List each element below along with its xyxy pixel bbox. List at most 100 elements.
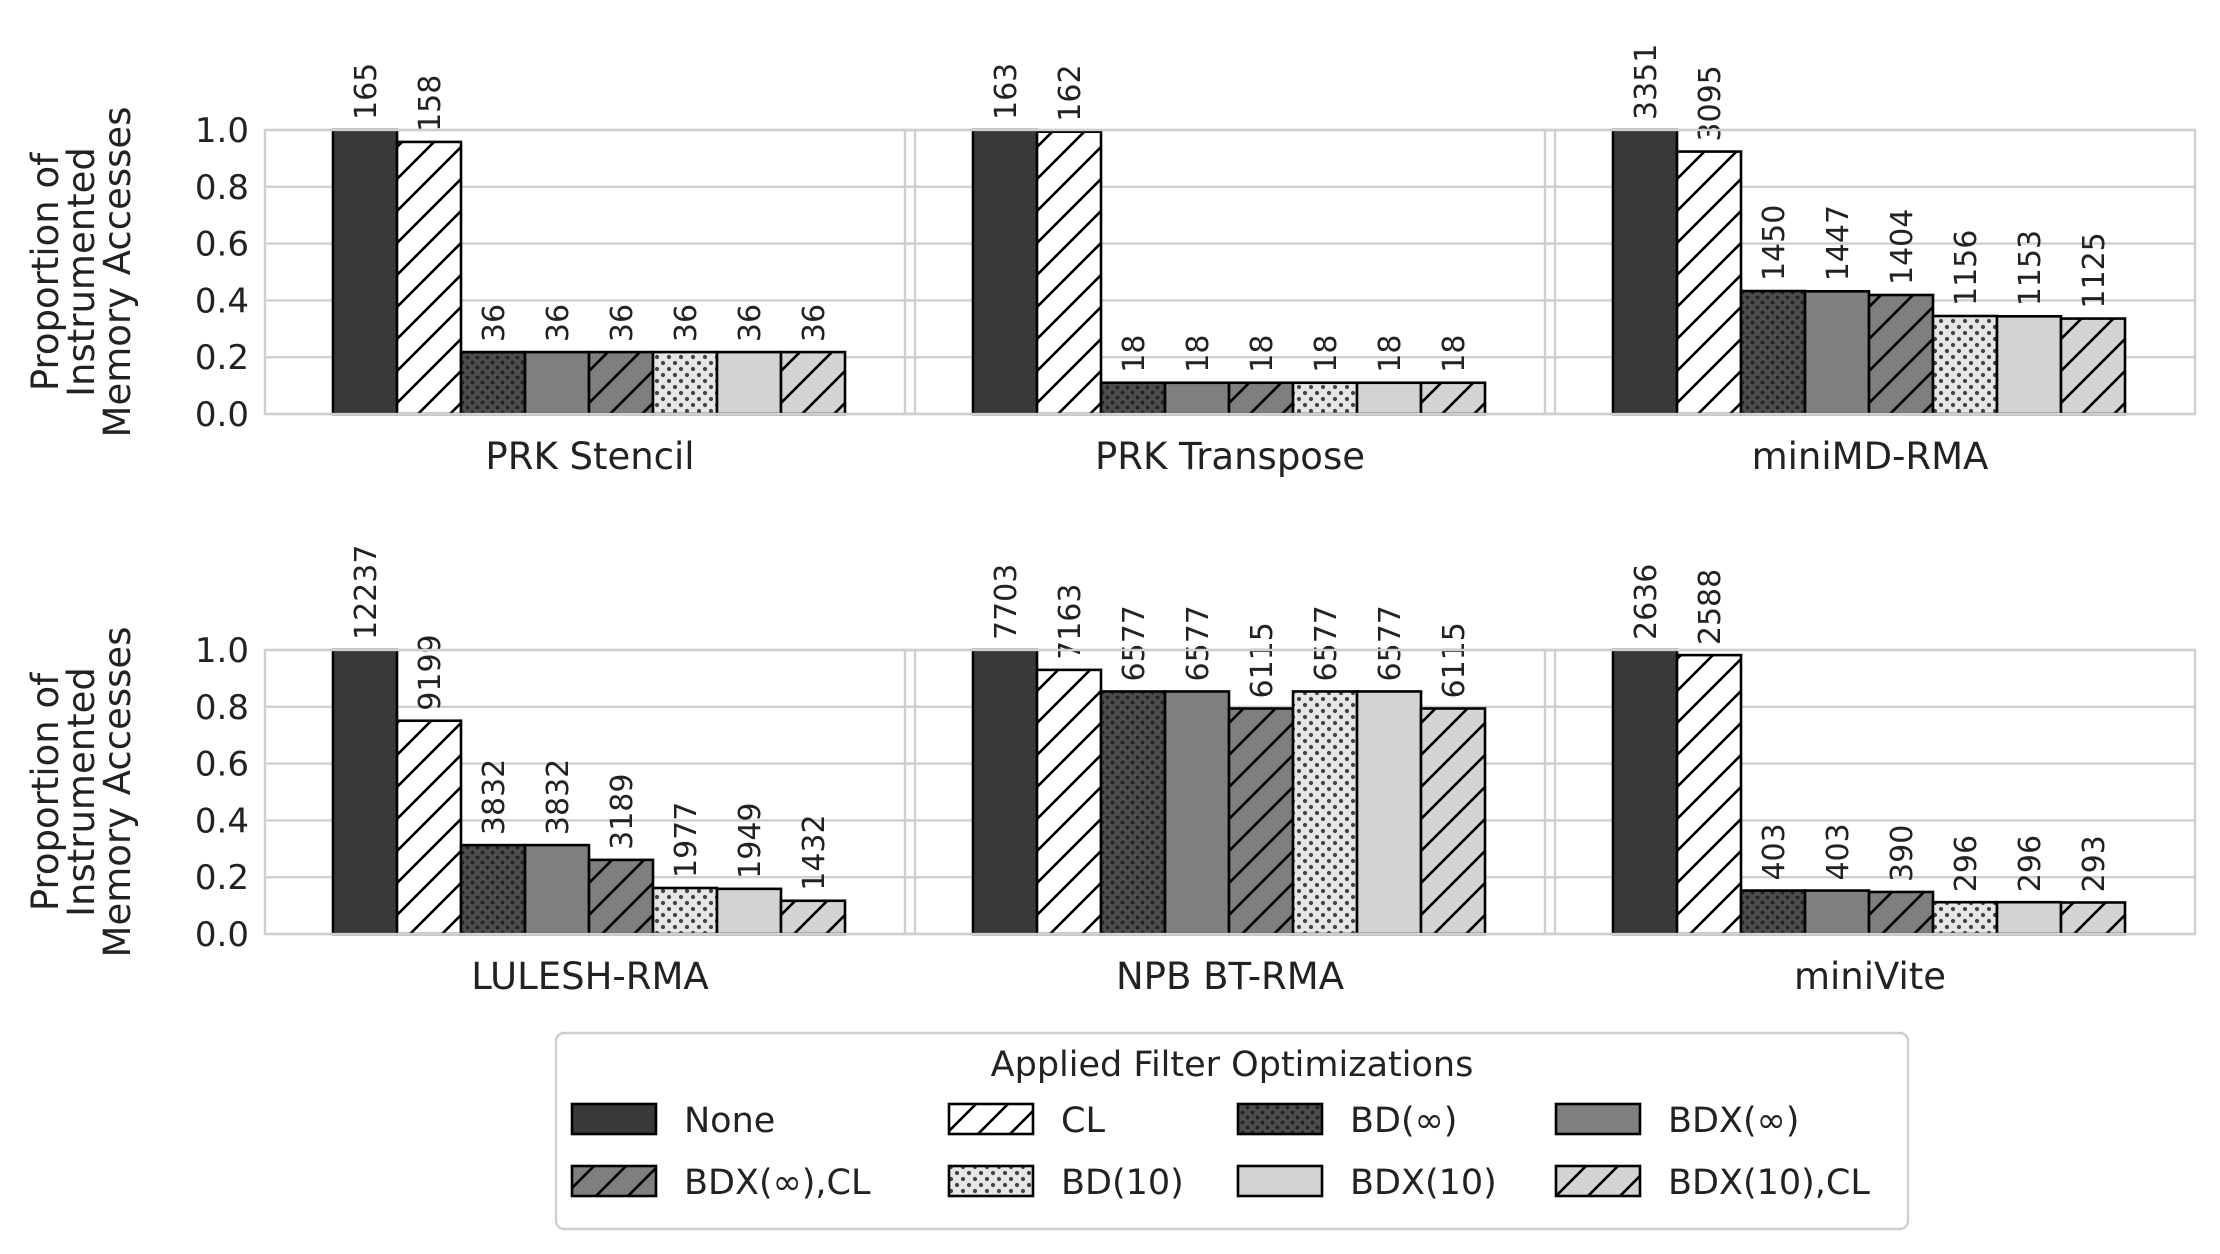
legend-swatch	[1236, 1164, 1324, 1198]
bar-pattern	[1933, 902, 1997, 934]
bar	[1805, 890, 1869, 934]
axes-frame	[1543, 648, 2197, 936]
bar-pattern	[1421, 382, 1485, 414]
legend-swatch	[1554, 1164, 1642, 1198]
bar-value-label: 7703	[989, 564, 1024, 640]
bar-pattern	[1101, 691, 1165, 934]
bar-pattern	[589, 352, 653, 414]
bar-value-label: 403	[1757, 823, 1792, 880]
bar-value-label: 18	[1117, 335, 1152, 373]
bar	[333, 130, 397, 414]
bar-value-label: 2636	[1629, 564, 1664, 640]
bar	[1805, 291, 1869, 414]
bar-value-label: 403	[1821, 823, 1856, 880]
legend-label: BD(∞)	[1350, 1101, 1457, 1141]
bar-value-label: 6577	[1373, 605, 1408, 681]
bar-value-label: 3832	[477, 759, 512, 835]
legend-swatch	[947, 1164, 1035, 1198]
bar-pattern	[589, 859, 653, 934]
bar	[717, 352, 781, 414]
bar-value-label: 1977	[669, 802, 704, 878]
y-tick-label: 0.2	[195, 338, 249, 378]
bar-value-label: 36	[669, 304, 704, 342]
y-tick-label: 0.6	[195, 745, 249, 785]
y-tick-label: 0.2	[195, 858, 249, 898]
bar-pattern	[1101, 382, 1165, 414]
bar	[1165, 691, 1229, 934]
bar-pattern	[2061, 902, 2125, 934]
bar-value-label: 1949	[733, 802, 768, 878]
bar-value-label: 3832	[541, 759, 576, 835]
bar-pattern	[461, 352, 525, 414]
y-tick-label: 0.8	[195, 168, 249, 208]
bar-value-label: 1450	[1757, 205, 1792, 281]
bar-value-label: 18	[1181, 335, 1216, 373]
bar-pattern	[397, 141, 461, 415]
axes-frame	[903, 648, 1557, 936]
legend-swatch	[570, 1164, 658, 1198]
bar-value-label: 6577	[1117, 605, 1152, 681]
bar-pattern	[1037, 131, 1101, 415]
bar-value-label: 6115	[1245, 622, 1280, 698]
axes-frame	[903, 128, 1557, 416]
bar-pattern	[1869, 891, 1933, 934]
y-axis-label: Instrumented	[60, 667, 103, 917]
bar-value-label: 18	[1437, 335, 1472, 373]
bar-value-label: 1153	[2013, 230, 2048, 306]
y-axis-label: Proportion of	[24, 672, 67, 911]
y-tick-label: 0.0	[195, 395, 249, 435]
axes-frame	[263, 648, 917, 936]
panel-title: miniVite	[1794, 955, 1946, 998]
legend-label: BDX(∞),CL	[684, 1163, 871, 1203]
bar	[525, 845, 589, 934]
panel-0: 0.0 0.2 0.4 0.6 0.8 1.0 165 158 36 36 36 36 36 36 PRK …	[195, 63, 917, 478]
legend-label: BDX(10)	[1350, 1163, 1497, 1203]
bar-pattern	[1293, 382, 1357, 414]
bar-pattern	[1037, 669, 1101, 934]
bar-value-label: 36	[605, 304, 640, 342]
panels: 0.0 0.2 0.4 0.6 0.8 1.0 165 158 36 36 36 36 36 36 PRK …	[195, 44, 2197, 998]
bar-pattern	[1229, 382, 1293, 414]
legend-swatch	[570, 1102, 658, 1136]
legend-label: BDX(∞)	[1668, 1101, 1799, 1141]
axes-frame	[1543, 128, 2197, 416]
bar-value-label: 163	[989, 63, 1024, 120]
legend-swatch	[947, 1102, 1035, 1136]
y-axis-label: Proportion of	[24, 152, 67, 391]
bar-value-label: 7163	[1053, 584, 1088, 660]
bar-value-label: 390	[1885, 825, 1920, 882]
bar-value-label: 12237	[349, 545, 384, 640]
panel-3: 0.0 0.2 0.4 0.6 0.8 1.0 12237 9199 3832 3832 3189 1…	[195, 545, 917, 998]
bar-pattern	[781, 900, 845, 934]
bar-value-label: 36	[477, 304, 512, 342]
legend-swatch	[1554, 1102, 1642, 1136]
bar-pattern	[461, 845, 525, 934]
bar-value-label: 36	[541, 304, 576, 342]
panel-title: LULESH-RMA	[471, 955, 708, 998]
y-axis-label: Memory Accesses	[96, 107, 139, 438]
y-tick-label: 0.8	[195, 688, 249, 728]
bar-value-label: 18	[1309, 335, 1344, 373]
bar-value-label: 36	[733, 304, 768, 342]
bar-value-label: 18	[1245, 335, 1280, 373]
bar-value-label: 6115	[1437, 622, 1472, 698]
bar-value-label: 165	[349, 63, 384, 120]
bar-value-label: 1447	[1821, 205, 1856, 281]
legend-label: BDX(10),CL	[1668, 1163, 1870, 1203]
bar-value-label: 18	[1373, 335, 1408, 373]
bar-value-label: 2588	[1693, 569, 1728, 645]
legend: Applied Filter Optimizations None CL BD(∞) B…	[554, 1031, 1910, 1231]
panel-title: NPB BT-RMA	[1116, 955, 1344, 998]
bar	[1997, 902, 2061, 934]
bar-value-label: 1404	[1885, 209, 1920, 285]
bar-pattern	[1741, 291, 1805, 414]
y-tick-label: 0.6	[195, 225, 249, 265]
bar-pattern	[781, 352, 845, 414]
bar-value-label: 9199	[413, 634, 448, 710]
legend-label: None	[684, 1101, 775, 1141]
bar-pattern	[2061, 318, 2125, 414]
y-tick-label: 0.4	[195, 281, 249, 321]
bar-pattern	[653, 352, 717, 414]
